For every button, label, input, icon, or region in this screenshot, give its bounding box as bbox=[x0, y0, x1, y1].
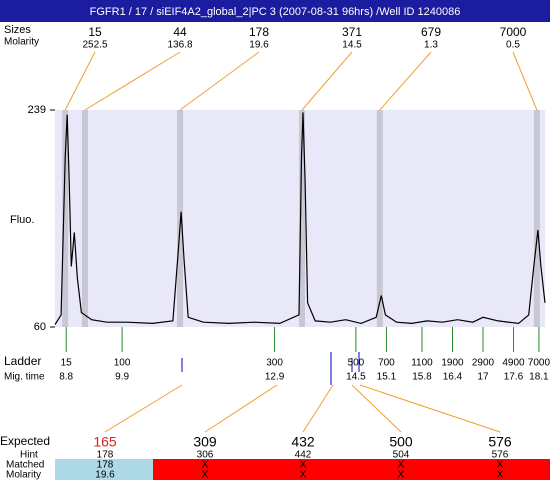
ladder-label: Ladder bbox=[4, 354, 41, 368]
x-tick-label: 17.6 bbox=[504, 372, 524, 383]
molarity-value: X bbox=[300, 470, 307, 480]
peak-band bbox=[62, 110, 69, 327]
matched-value: X bbox=[202, 460, 209, 471]
peak-band bbox=[533, 110, 540, 327]
mig-time-label: Mig. time bbox=[4, 372, 45, 383]
hint-label: Hint bbox=[20, 450, 38, 461]
x-tick-label: 17 bbox=[477, 372, 489, 383]
ladder-size: 700 bbox=[378, 358, 395, 369]
x-tick-label: 12.9 bbox=[265, 372, 285, 383]
peak-size: 679 bbox=[421, 25, 441, 39]
x-tick-label: 14.5 bbox=[346, 372, 366, 383]
peak-connector bbox=[64, 51, 96, 111]
matched-value: 178 bbox=[97, 460, 114, 471]
peak-size: 371 bbox=[342, 25, 362, 39]
expected-value: 432 bbox=[291, 434, 315, 450]
peak-band bbox=[299, 110, 306, 327]
peak-molarity: 1.3 bbox=[424, 40, 438, 51]
hint-value: 306 bbox=[197, 450, 214, 461]
connector bbox=[359, 384, 501, 433]
ladder-size: 2900 bbox=[472, 358, 495, 369]
peak-molarity: 14.5 bbox=[342, 40, 362, 51]
y-tick-label: 60 bbox=[34, 321, 46, 333]
peak-molarity: 136.8 bbox=[167, 40, 192, 51]
peak-band bbox=[376, 110, 383, 327]
y-label: Fluo. bbox=[10, 214, 34, 226]
expected-value: 500 bbox=[389, 434, 413, 450]
hint-value: 504 bbox=[393, 450, 410, 461]
peak-size: 178 bbox=[249, 25, 269, 39]
ladder-size: 300 bbox=[266, 358, 283, 369]
x-tick-label: 18.1 bbox=[529, 372, 549, 383]
x-tick-label: 16.4 bbox=[443, 372, 463, 383]
peak-connector bbox=[379, 51, 432, 111]
ladder-size: 500 bbox=[348, 358, 365, 369]
expected-value: 309 bbox=[193, 434, 217, 450]
molarity-row-label: Molarity bbox=[6, 470, 41, 480]
molarity-value: X bbox=[202, 470, 209, 480]
matched-label: Matched bbox=[6, 460, 44, 471]
hint-value: 576 bbox=[492, 450, 509, 461]
peak-band bbox=[81, 110, 88, 327]
connector bbox=[104, 384, 183, 433]
peak-molarity: 252.5 bbox=[82, 40, 107, 51]
peak-molarity: 0.5 bbox=[506, 40, 520, 51]
peak-connector bbox=[512, 51, 538, 111]
connector bbox=[302, 384, 334, 433]
header-bar bbox=[0, 0, 550, 22]
peak-size: 44 bbox=[173, 25, 187, 39]
expected-connectors bbox=[104, 384, 501, 433]
y-tick-label: 239 bbox=[28, 104, 46, 116]
matched-value: X bbox=[300, 460, 307, 471]
size-label: Sizes bbox=[4, 24, 31, 36]
connector bbox=[204, 384, 278, 433]
molarity-value: 19.6 bbox=[95, 470, 115, 480]
ladder-size: 100 bbox=[114, 358, 131, 369]
ladder-size: 15 bbox=[61, 358, 73, 369]
matched-value: X bbox=[398, 460, 405, 471]
ladder-size: 1900 bbox=[441, 358, 464, 369]
expected-value: 165 bbox=[93, 434, 117, 450]
peak-connector bbox=[301, 51, 353, 111]
peak-connector bbox=[179, 51, 260, 111]
x-tick-label: 8.8 bbox=[59, 372, 73, 383]
x-tick-label: 15.8 bbox=[412, 372, 432, 383]
peak-connector bbox=[84, 51, 181, 111]
ladder-size: 1100 bbox=[411, 358, 433, 369]
ladder-size: 7000 bbox=[528, 358, 550, 369]
molarity-label: Molarity bbox=[4, 37, 39, 48]
expected-label: Expected bbox=[0, 434, 50, 448]
x-tick-label: 15.1 bbox=[377, 372, 397, 383]
matched-value: X bbox=[497, 460, 504, 471]
peak-molarity: 19.6 bbox=[249, 40, 269, 51]
trace bbox=[54, 112, 546, 325]
expected-value: 576 bbox=[488, 434, 512, 450]
molarity-value: X bbox=[497, 470, 504, 480]
molarity-value: X bbox=[398, 470, 405, 480]
hint-value: 178 bbox=[97, 450, 114, 461]
ladder-size: 4900 bbox=[502, 358, 525, 369]
header-title: FGFR1 / 17 / siEIF4A2_global_2|PC 3 (200… bbox=[90, 6, 461, 18]
connector bbox=[351, 384, 402, 433]
matched-fail bbox=[153, 459, 550, 480]
hint-value: 442 bbox=[295, 450, 312, 461]
matched-ok bbox=[55, 459, 153, 480]
x-tick-label: 9.9 bbox=[115, 372, 129, 383]
peak-size: 7000 bbox=[500, 25, 527, 39]
peak-size: 15 bbox=[88, 25, 102, 39]
